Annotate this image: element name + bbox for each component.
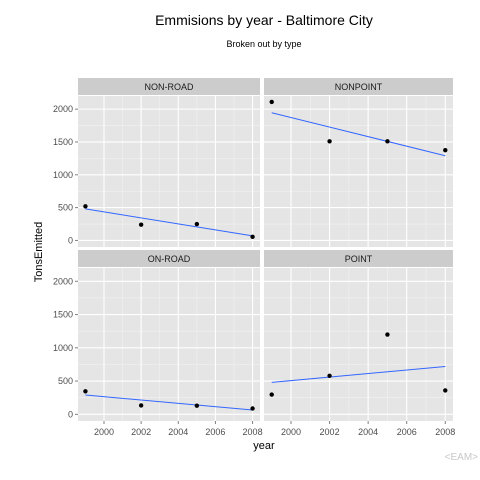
panel-background xyxy=(78,96,260,247)
y-tick-label: 500 xyxy=(58,203,73,213)
data-point xyxy=(250,406,255,411)
chart-subtitle: Broken out by type xyxy=(226,39,301,49)
data-point xyxy=(269,99,274,105)
x-tick-label: 2006 xyxy=(205,427,225,437)
facet-strip xyxy=(78,78,260,95)
y-tick-label: 2000 xyxy=(53,276,73,286)
data-point xyxy=(194,221,200,227)
panel-background xyxy=(78,268,260,421)
data-point xyxy=(443,147,448,153)
x-tick-label: 2008 xyxy=(243,427,263,437)
y-tick-label: 1000 xyxy=(53,343,73,353)
y-tick-label: 2000 xyxy=(53,104,73,114)
y-axis: 0 500 1000 1500 2000 0 500 1000 1500 2000 xyxy=(53,104,78,419)
facet-panels: NON-ROAD NONPOINT ON-ROAD POINT xyxy=(78,78,453,421)
y-tick-label: 500 xyxy=(58,376,73,386)
data-point xyxy=(138,222,144,227)
data-point xyxy=(194,403,200,408)
x-tick-label: 2000 xyxy=(281,427,301,437)
facet-strip-label: NONPOINT xyxy=(335,82,383,92)
facet-panel-on-road: ON-ROAD xyxy=(78,250,260,421)
y-tick-label: 1500 xyxy=(53,310,73,320)
data-point xyxy=(269,392,274,397)
data-point xyxy=(385,139,390,144)
facet-strip-label: ON-ROAD xyxy=(148,254,191,264)
facet-strip-label: NON-ROAD xyxy=(145,82,194,92)
data-point xyxy=(83,204,88,209)
panel-grid xyxy=(78,96,260,247)
panel-grid xyxy=(264,268,453,421)
watermark-text: <EAM> xyxy=(445,452,479,463)
trend-line xyxy=(85,394,253,411)
facet-strip xyxy=(264,78,453,95)
y-tick-label: 1500 xyxy=(53,137,73,147)
panel-grid xyxy=(264,96,453,247)
facet-strip-label: POINT xyxy=(345,254,373,264)
data-point xyxy=(327,139,332,144)
panel-background xyxy=(264,268,453,421)
facet-strip xyxy=(78,250,260,267)
y-tick-label: 1000 xyxy=(53,170,73,180)
x-tick-label: 2006 xyxy=(397,427,417,437)
y-axis-title: TonsEmitted xyxy=(33,222,45,283)
x-tick-label: 2004 xyxy=(168,427,188,437)
x-tick-label: 2002 xyxy=(131,427,151,437)
x-tick-label: 2002 xyxy=(320,427,340,437)
x-tick-label: 2008 xyxy=(435,427,455,437)
x-tick-label: 2000 xyxy=(94,427,114,437)
data-point xyxy=(138,403,144,408)
trend-line xyxy=(85,208,253,237)
trend-line xyxy=(271,112,446,157)
x-axis: 2000 2002 2004 2006 2008 2000 2002 2004 2006 2008 xyxy=(94,421,455,437)
data-point xyxy=(385,332,390,337)
chart-title: Emmisions by year - Baltimore City xyxy=(155,12,373,28)
trend-line xyxy=(271,365,446,383)
facet-strip xyxy=(264,250,453,267)
x-tick-label: 2004 xyxy=(358,427,378,437)
panel-background xyxy=(264,96,453,247)
panel-grid xyxy=(78,268,260,421)
data-point xyxy=(83,389,88,394)
data-point xyxy=(250,234,255,240)
facet-panel-point: POINT xyxy=(264,250,453,421)
data-point xyxy=(327,373,332,378)
y-tick-label: 0 xyxy=(68,235,73,245)
facet-panel-non-road: NON-ROAD xyxy=(78,78,260,247)
y-tick-label: 0 xyxy=(68,409,73,419)
data-point xyxy=(443,388,448,393)
x-axis-title: year xyxy=(253,440,275,452)
facet-panel-nonpoint: NONPOINT xyxy=(264,78,453,247)
